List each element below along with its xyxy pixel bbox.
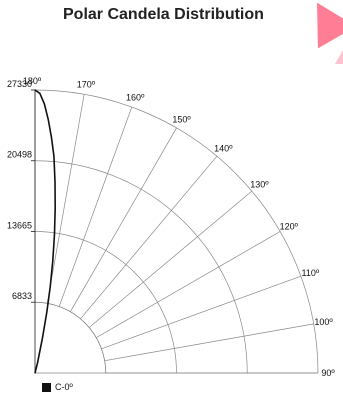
grid-spoke-110 [101, 275, 302, 350]
series-0-point-4 [50, 136, 53, 139]
angle-tick-label-1: 170º [77, 79, 96, 89]
series-0-point-11 [46, 311, 48, 313]
grid-spoke-100 [104, 323, 314, 362]
angle-tick-label-2: 160º [126, 93, 145, 103]
series-0-point-5 [53, 155, 55, 157]
radial-tick-label-2: 13665 [7, 221, 32, 231]
polar-grid [31, 89, 319, 374]
chart-title: Polar Candela Distribution [63, 6, 264, 23]
angle-tick-label-7: 110º [302, 268, 320, 278]
grid-spoke-120 [96, 231, 281, 338]
grid-spoke-160 [58, 106, 133, 307]
series-0-point-8 [53, 233, 56, 236]
angle-tick-label-0: 180º [23, 76, 42, 86]
grid-arc-0 [34, 301, 107, 374]
grid-arc-2 [34, 231, 177, 374]
series-0-point-14 [34, 372, 36, 374]
series-0-point-13 [36, 362, 39, 364]
series-0-point-12 [41, 336, 44, 339]
series-layer [34, 89, 56, 374]
series-0-point-2 [43, 103, 45, 105]
legend-swatch-c0 [42, 382, 51, 392]
angle-tick-label-9: 90º [321, 368, 335, 378]
angle-tick-label-8: 100º [314, 317, 333, 327]
angle-tick-label-6: 120º [280, 222, 299, 232]
angle-tick-labels: 180º 170º 160º 150º 140º 130º 120º 110º … [23, 76, 336, 378]
grid-spoke-140 [80, 155, 218, 320]
grid-spoke-150 [70, 127, 177, 312]
series-0-point-6 [54, 181, 56, 184]
radial-tick-label-3: 6833 [12, 291, 32, 301]
series-0-point-0 [34, 89, 36, 91]
grid-arc-1 [34, 301, 107, 374]
legend-label-c0: C-0º [55, 382, 73, 392]
grid-arc-4 [34, 89, 319, 374]
radial-tick-labels: 27330 20498 13665 6833 [7, 79, 32, 301]
angle-tick-label-3: 150º [172, 114, 191, 124]
angle-tick-label-4: 140º [214, 144, 233, 154]
angle-tick-label-5: 130º [250, 180, 269, 190]
grid-arc-3 [34, 160, 248, 374]
series-0-point-3 [47, 119, 49, 121]
series-0-point-1 [39, 92, 41, 95]
grid-spoke-130 [88, 190, 253, 328]
series-0-point-10 [49, 285, 51, 287]
radial-tick-label-0: 27330 [7, 79, 32, 89]
decorative-corner-mark-secondary [335, 50, 343, 64]
series-0-point-7 [54, 207, 56, 210]
series-0-point-9 [52, 259, 54, 262]
grid-spoke-170 [46, 94, 85, 304]
chart-legend: C-0º [42, 382, 73, 392]
radial-tick-label-1: 20498 [7, 150, 32, 160]
